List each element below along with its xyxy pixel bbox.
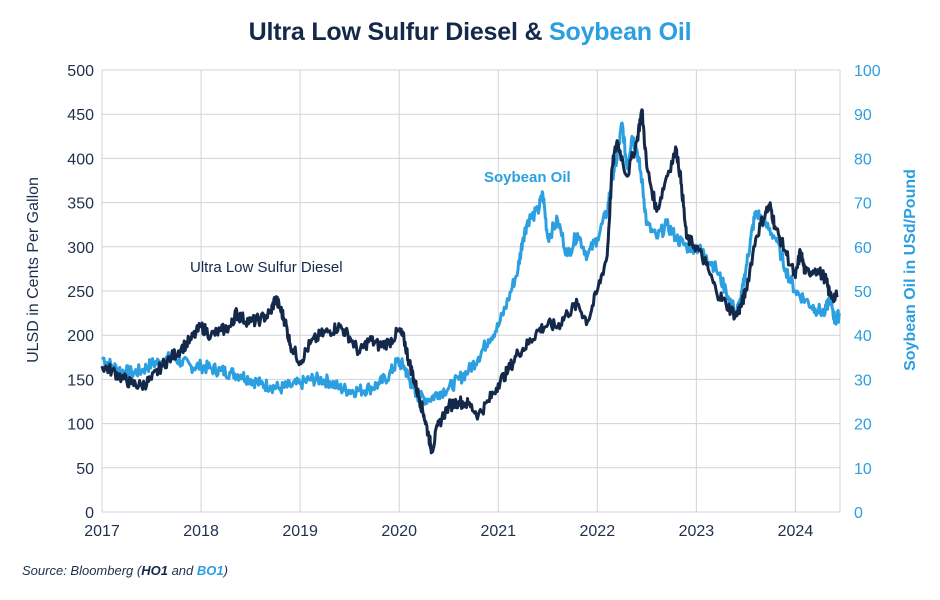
source-code-ho1: HO1	[141, 563, 168, 578]
y-axis-title-left: ULSD in Cents Per Gallon	[25, 177, 42, 363]
y2-tick-label: 60	[854, 240, 872, 257]
left-axis-ticks: 0 50 100 150 200 250 300 350 400 450 500	[67, 63, 94, 522]
y2-tick-label: 40	[854, 328, 872, 345]
title-part-blue: Soybean Oil	[549, 18, 692, 46]
x-axis-ticks: 2017 2018 2019 2020 2021 2022 2023 2024	[84, 523, 813, 540]
y2-tick-label: 20	[854, 417, 872, 434]
x-tick-label: 2017	[84, 523, 120, 540]
y-tick-label: 300	[67, 240, 94, 257]
grid	[101, 69, 841, 513]
x-tick-label: 2023	[679, 523, 715, 540]
annotation-ulsd: Ultra Low Sulfur Diesel	[190, 259, 343, 276]
x-tick-label: 2024	[778, 523, 814, 540]
y2-tick-label: 100	[854, 63, 881, 80]
right-axis-ticks: 0 10 20 30 40 50 60 70 80 90 100	[854, 63, 881, 522]
y-tick-label: 50	[76, 461, 94, 478]
source-note: Source: Bloomberg (HO1 and BO1)	[22, 563, 228, 578]
x-tick-label: 2022	[580, 523, 616, 540]
y2-tick-label: 50	[854, 284, 872, 301]
y-tick-label: 450	[67, 107, 94, 124]
x-tick-label: 2019	[282, 523, 318, 540]
y-tick-label: 100	[67, 417, 94, 434]
y-tick-label: 500	[67, 63, 94, 80]
y-tick-label: 400	[67, 151, 94, 168]
y2-tick-label: 30	[854, 372, 872, 389]
chart-title: Ultra Low Sulfur Diesel & Soybean Oil	[0, 18, 940, 47]
x-tick-label: 2020	[381, 523, 417, 540]
y2-tick-label: 80	[854, 151, 872, 168]
x-tick-label: 2018	[183, 523, 219, 540]
x-tick-label: 2021	[480, 523, 516, 540]
y2-tick-label: 70	[854, 196, 872, 213]
annotation-soybean-oil: Soybean Oil	[484, 169, 571, 186]
y-tick-label: 350	[67, 196, 94, 213]
title-part-dark: Ultra Low Sulfur Diesel &	[248, 18, 550, 46]
series-line-soybean-oil	[100, 121, 841, 406]
y2-tick-label: 90	[854, 107, 872, 124]
y2-tick-label: 0	[854, 505, 863, 522]
y-tick-label: 250	[67, 284, 94, 301]
source-code-bo1: BO1	[196, 563, 224, 578]
y-tick-label: 200	[67, 328, 94, 345]
y-axis-title-right: Soybean Oil in USd/Pound	[902, 169, 919, 371]
y2-tick-label: 10	[854, 461, 872, 478]
series-lines	[100, 108, 841, 455]
series-line-ultra-low-sulfur-diesel	[100, 108, 839, 455]
y-tick-label: 150	[67, 372, 94, 389]
y-tick-label: 0	[85, 505, 94, 522]
